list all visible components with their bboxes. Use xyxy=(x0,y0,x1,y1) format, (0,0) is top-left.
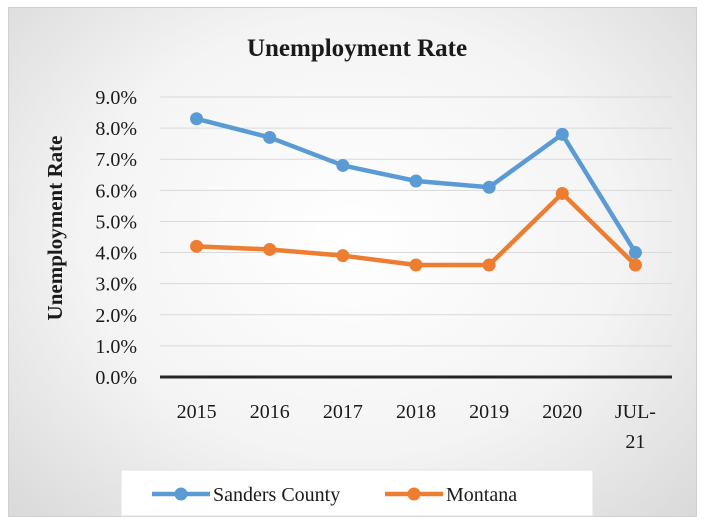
montana-point xyxy=(628,258,642,272)
legend: Sanders County Montana xyxy=(120,469,594,517)
y-tick-label: 6.0% xyxy=(95,180,137,202)
montana-point xyxy=(555,186,569,200)
chart-title: Unemployment Rate xyxy=(247,35,467,62)
y-axis-label: Unemployment Rate xyxy=(43,136,67,321)
y-tick-label: 3.0% xyxy=(95,274,137,296)
sanders-county-point xyxy=(263,130,277,144)
series-lines xyxy=(190,112,642,272)
x-tick-label: 21 xyxy=(625,431,645,453)
montana-point xyxy=(263,242,277,256)
x-tick-label: 2020 xyxy=(542,401,582,423)
sanders-county-point xyxy=(336,158,350,172)
x-tick-label: 2019 xyxy=(469,401,509,423)
legend-label-montana: Montana xyxy=(446,484,517,506)
y-tick-label: 9.0% xyxy=(95,87,137,109)
x-tick-label: JUL- xyxy=(615,401,656,423)
sanders-county-point xyxy=(409,174,423,188)
y-tick-label: 7.0% xyxy=(95,149,137,171)
x-tick-label: 2017 xyxy=(323,401,363,423)
sanders-county-point xyxy=(628,246,642,260)
x-tick-labels: 2015 2016 2017 2018 2019 2020 JUL- 21 xyxy=(177,401,656,453)
y-tick-label: 1.0% xyxy=(95,336,137,358)
y-tick-label: 0.0% xyxy=(95,367,137,389)
montana-point xyxy=(190,239,204,253)
x-tick-label: 2015 xyxy=(177,401,217,423)
y-tick-label: 5.0% xyxy=(95,211,137,233)
y-tick-label: 8.0% xyxy=(95,118,137,140)
sanders-county-point xyxy=(482,180,496,194)
legend-marker-montana xyxy=(407,487,421,501)
x-tick-label: 2018 xyxy=(396,401,436,423)
legend-label-sanders-county: Sanders County xyxy=(213,484,340,506)
y-tick-labels: 0.0% 1.0% 2.0% 3.0% 4.0% 5.0% 6.0% 7.0% 8.0% 9.0% xyxy=(95,87,137,389)
sanders-county-point xyxy=(190,112,204,126)
y-tick-label: 4.0% xyxy=(95,243,137,265)
chart-frame xyxy=(8,7,697,517)
x-tick-label: 2016 xyxy=(250,401,290,423)
montana-line xyxy=(196,191,638,268)
gridlines xyxy=(160,96,672,379)
legend-marker-sanders-county xyxy=(174,487,188,501)
montana-point xyxy=(482,258,496,272)
montana-point xyxy=(409,258,423,272)
montana-point xyxy=(336,249,350,263)
sanders-county-point xyxy=(555,127,569,141)
y-tick-label: 2.0% xyxy=(95,305,137,327)
